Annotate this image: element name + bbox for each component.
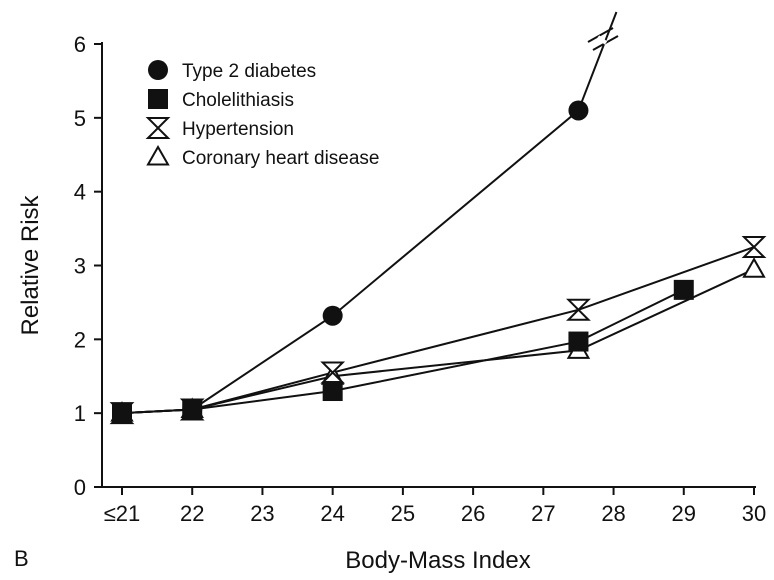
x-ticks: ≤21 22 23 24 25 26 27 28 29 30: [104, 487, 766, 526]
marker-circle: [182, 399, 203, 420]
x-tick-label: 28: [601, 501, 625, 526]
legend: Type 2 diabetes Cholelithiasis Hypertensio…: [145, 60, 380, 169]
x-tick-label: 26: [461, 501, 485, 526]
y-tick-label: 2: [74, 327, 86, 352]
legend-label: Type 2 diabetes: [182, 61, 316, 82]
marker-circle: [148, 60, 168, 80]
x-tick-label: ≤21: [104, 501, 141, 526]
x-tick-label: 23: [250, 501, 274, 526]
y-axis-title: Relative Risk: [17, 194, 44, 335]
marker-square: [148, 89, 168, 109]
legend-label: Cholelithiasis: [182, 90, 294, 111]
marker-square: [568, 331, 589, 352]
y-tick-label: 1: [74, 401, 86, 426]
x-tick-label: 30: [742, 501, 766, 526]
marker-hourglass: [741, 236, 767, 259]
marker-hourglass: [566, 298, 591, 321]
marker-square: [322, 381, 343, 402]
panel-label: B: [14, 546, 29, 571]
legend-label: Hypertension: [182, 119, 294, 140]
x-tick-label: 29: [672, 501, 696, 526]
marker-circle: [322, 305, 343, 326]
y-tick-label: 4: [74, 180, 86, 205]
series-markers: [109, 100, 767, 425]
break-mark: [587, 27, 614, 43]
marker-circle: [568, 100, 589, 121]
x-tick-label: 22: [180, 501, 204, 526]
marker-square: [673, 279, 694, 300]
x-tick-label: 27: [531, 501, 555, 526]
marker-hourglass: [145, 117, 171, 139]
y-tick-label: 5: [74, 106, 86, 131]
y-tick-label: 0: [74, 475, 86, 500]
x-tick-label: 24: [320, 501, 344, 526]
marker-triangle: [742, 257, 766, 278]
break-gap: [596, 35, 608, 45]
legend-label: Coronary heart disease: [182, 148, 380, 169]
marker-triangle: [146, 144, 170, 166]
marker-circle: [112, 403, 132, 424]
y-tick-label: 6: [74, 32, 86, 57]
marker-hourglass: [320, 361, 346, 384]
series-line: [121, 288, 685, 415]
x-axis-title: Body-Mass Index: [345, 547, 530, 574]
y-tick-label: 3: [74, 254, 86, 279]
series-line: [121, 268, 755, 415]
axis-break-marks: [587, 27, 619, 51]
y-ticks: 0 1 2 3 4 5 6: [74, 32, 102, 500]
series-line: [121, 246, 755, 415]
x-tick-label: 25: [391, 501, 415, 526]
series-line-continuation: [577, 11, 618, 111]
